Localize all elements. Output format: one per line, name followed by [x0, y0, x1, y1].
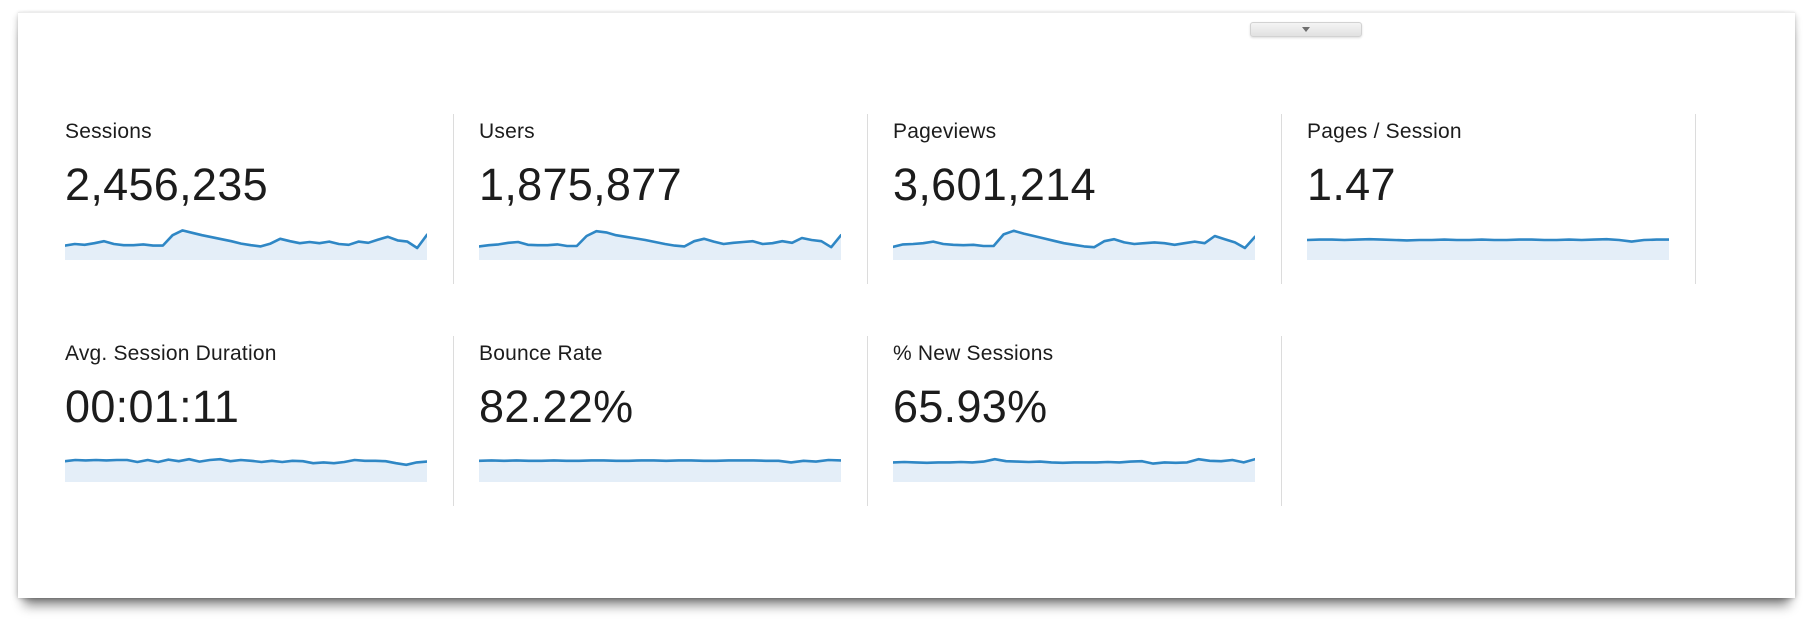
sparkline-chart	[479, 229, 841, 260]
metric-label: Users	[479, 120, 535, 143]
metric-label: % New Sessions	[893, 342, 1054, 365]
metric-card-pageviews: Pageviews 3,601,214	[868, 114, 1282, 284]
chevron-down-icon	[1302, 27, 1310, 32]
sparkline-chart	[893, 229, 1255, 260]
metric-label: Pages / Session	[1307, 120, 1462, 143]
metric-value: 2,456,235	[65, 159, 268, 210]
sparkline-chart	[893, 457, 1255, 482]
metrics-row-2: Avg. Session Duration 00:01:11 Bounce Ra…	[40, 336, 1795, 506]
metric-label: Bounce Rate	[479, 342, 603, 365]
metric-label: Avg. Session Duration	[65, 342, 277, 365]
metric-value: 82.22%	[479, 381, 634, 432]
metric-card-bounce-rate: Bounce Rate 82.22%	[454, 336, 868, 506]
metric-value: 00:01:11	[65, 381, 240, 432]
metric-value: 3,601,214	[893, 159, 1096, 210]
metric-value: 65.93%	[893, 381, 1048, 432]
metric-card-pages-per-session: Pages / Session 1.47	[1282, 114, 1696, 284]
metrics-row-1: Sessions 2,456,235 Users 1,875,877 Pagev…	[40, 114, 1795, 284]
metric-value: 1,875,877	[479, 159, 682, 210]
sparkline-chart	[65, 457, 427, 482]
metric-card-sessions: Sessions 2,456,235	[40, 114, 454, 284]
metric-card-users: Users 1,875,877	[454, 114, 868, 284]
sparkline-chart	[65, 229, 427, 260]
metric-label: Sessions	[65, 120, 152, 143]
metric-label: Pageviews	[893, 120, 997, 143]
metric-card-avg-session-duration: Avg. Session Duration 00:01:11	[40, 336, 454, 506]
metrics-summary-panel: Sessions 2,456,235 Users 1,875,877 Pagev…	[18, 12, 1795, 598]
collapse-panel-button[interactable]	[1250, 22, 1362, 37]
metric-card-percent-new-sessions: % New Sessions 65.93%	[868, 336, 1282, 506]
metric-value: 1.47	[1307, 159, 1396, 210]
sparkline-chart	[1307, 237, 1669, 260]
sparkline-chart	[479, 458, 841, 482]
